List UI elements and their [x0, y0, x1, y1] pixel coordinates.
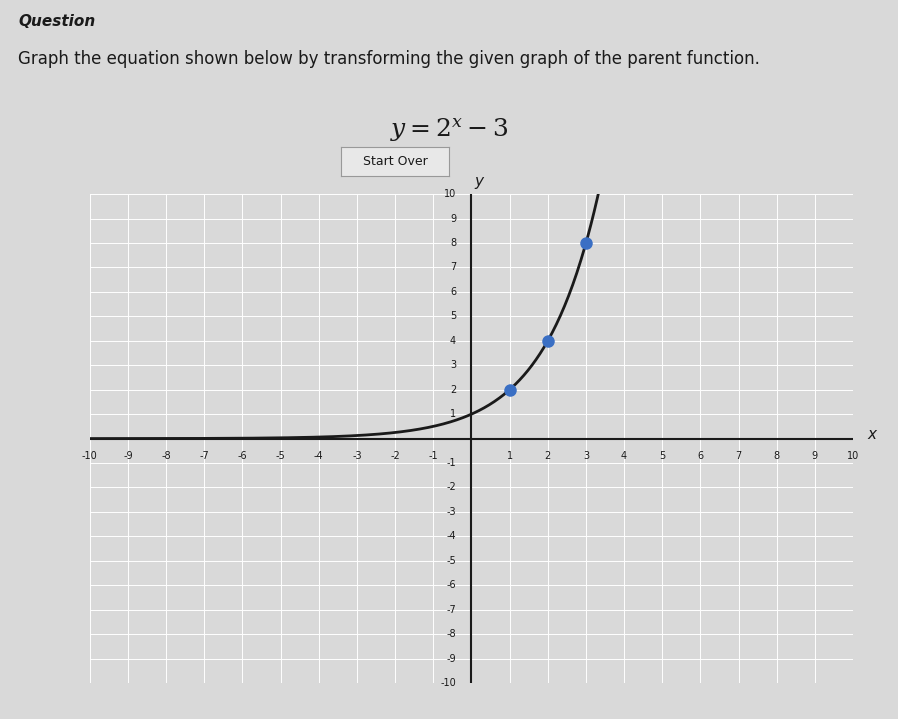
- Text: -7: -7: [446, 605, 456, 615]
- Text: -8: -8: [162, 451, 171, 461]
- Text: -6: -6: [238, 451, 247, 461]
- Text: Graph the equation shown below by transforming the given graph of the parent fun: Graph the equation shown below by transf…: [18, 50, 760, 68]
- Text: -2: -2: [391, 451, 400, 461]
- Text: 8: 8: [450, 238, 456, 248]
- Text: -8: -8: [446, 629, 456, 639]
- Text: 5: 5: [450, 311, 456, 321]
- Text: -1: -1: [446, 458, 456, 468]
- Text: y: y: [474, 175, 484, 189]
- Text: -4: -4: [446, 531, 456, 541]
- Text: -7: -7: [199, 451, 209, 461]
- Text: 5: 5: [659, 451, 665, 461]
- Text: -10: -10: [440, 678, 456, 688]
- Text: x: x: [867, 427, 876, 442]
- Text: 1: 1: [506, 451, 513, 461]
- Text: $y = 2^x - 3$: $y = 2^x - 3$: [390, 116, 508, 144]
- Text: -5: -5: [446, 556, 456, 566]
- Text: 7: 7: [450, 262, 456, 273]
- Text: -4: -4: [314, 451, 323, 461]
- Text: -2: -2: [446, 482, 456, 493]
- Text: 9: 9: [450, 214, 456, 224]
- Text: 10: 10: [847, 451, 859, 461]
- Text: -9: -9: [446, 654, 456, 664]
- Text: Question: Question: [18, 14, 95, 29]
- Text: -3: -3: [446, 507, 456, 517]
- Text: -6: -6: [446, 580, 456, 590]
- Text: -10: -10: [82, 451, 98, 461]
- Text: Start Over: Start Over: [363, 155, 427, 168]
- Text: 2: 2: [450, 385, 456, 395]
- Text: 3: 3: [450, 360, 456, 370]
- Text: 8: 8: [774, 451, 779, 461]
- Text: -3: -3: [352, 451, 362, 461]
- Text: 6: 6: [698, 451, 703, 461]
- Text: -5: -5: [276, 451, 286, 461]
- Text: 1: 1: [450, 409, 456, 419]
- Text: -1: -1: [428, 451, 438, 461]
- Text: 4: 4: [450, 336, 456, 346]
- Text: 3: 3: [583, 451, 589, 461]
- Text: 4: 4: [621, 451, 627, 461]
- Text: 7: 7: [735, 451, 742, 461]
- Text: 6: 6: [450, 287, 456, 297]
- Text: 2: 2: [545, 451, 550, 461]
- Text: 10: 10: [444, 189, 456, 199]
- Text: -9: -9: [123, 451, 133, 461]
- Text: 9: 9: [812, 451, 818, 461]
